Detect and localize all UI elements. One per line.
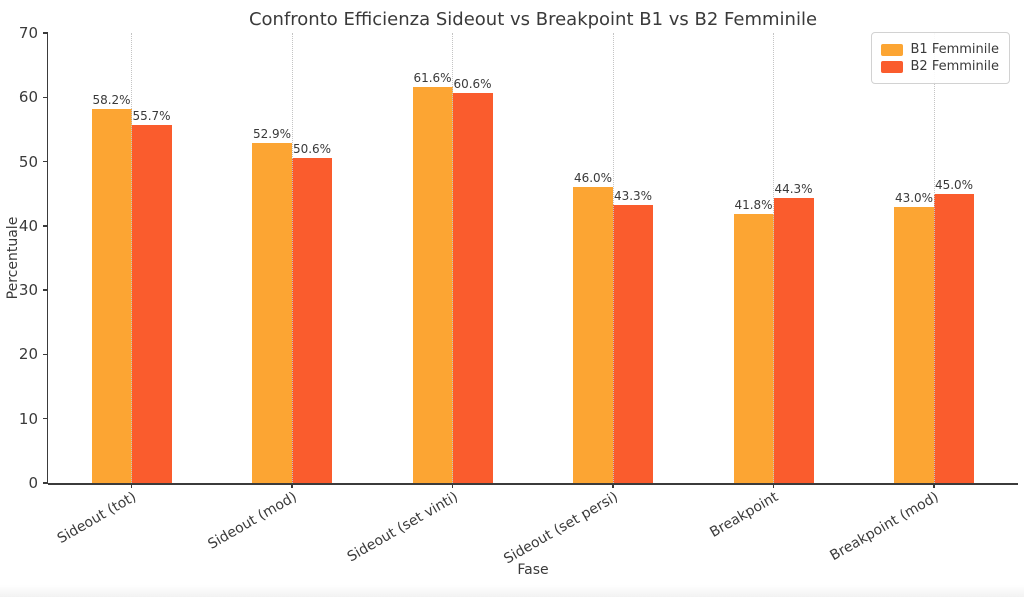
y-tick-mark xyxy=(42,32,48,34)
legend-label: B2 Femminile xyxy=(910,59,1000,74)
y-tick-label: 70 xyxy=(18,24,38,42)
bar-b1-femminile xyxy=(412,87,453,483)
gridline xyxy=(291,33,293,483)
y-tick-label: 10 xyxy=(18,409,38,428)
x-tick-label: Sideout (mod) xyxy=(205,489,300,553)
bar-b2-femminile xyxy=(773,198,814,483)
y-tick-mark xyxy=(42,96,48,99)
x-tick-mark xyxy=(451,483,454,488)
x-tick-label: Sideout (set vinti) xyxy=(344,489,461,566)
bar-value-label: 43.3% xyxy=(613,188,653,203)
legend-item-b2-femminile: B2 Femminile xyxy=(880,59,1000,74)
y-tick-mark xyxy=(42,482,48,484)
y-tick-mark xyxy=(42,289,48,291)
y-tick-label: 0 xyxy=(28,474,38,492)
y-tick-mark xyxy=(42,160,48,163)
window-bottom-edge xyxy=(0,585,1024,597)
x-tick-label: Breakpoint xyxy=(707,489,782,541)
bar-b2-femminile xyxy=(292,157,332,483)
bar-value-label: 46.0% xyxy=(573,171,613,186)
bar-value-label: 61.6% xyxy=(413,71,452,85)
bar-value-label: 60.6% xyxy=(453,77,492,92)
x-tick-mark xyxy=(772,483,775,488)
y-tick-label: 30 xyxy=(18,281,38,300)
y-tick-mark xyxy=(42,353,48,356)
bar-b1-femminile xyxy=(573,187,613,483)
x-tick-mark xyxy=(291,483,293,488)
bar-value-label: 52.9% xyxy=(252,126,292,141)
y-tick-label: 40 xyxy=(18,216,38,235)
legend-item-b1-femminile: B1 Femminile xyxy=(880,42,1000,57)
bar-value-label: 50.6% xyxy=(292,141,332,156)
bar-b1-femminile xyxy=(252,142,292,483)
legend-label: B1 Femminile xyxy=(910,42,1000,57)
bar-b2-femminile xyxy=(452,93,493,483)
legend-swatch-b2-femminile xyxy=(880,60,903,73)
y-tick-label: 20 xyxy=(18,345,38,364)
bar-value-label: 45.0% xyxy=(934,177,974,192)
x-tick-mark xyxy=(130,483,133,488)
x-axis-title: Fase xyxy=(517,562,549,578)
y-tick-label: 60 xyxy=(18,88,38,107)
gridline xyxy=(933,33,935,483)
y-axis-title: Percentuale xyxy=(5,216,21,300)
bar-b1-femminile xyxy=(91,108,132,483)
legend: B1 Femminile B2 Femminile xyxy=(870,32,1010,84)
bar-value-label: 44.3% xyxy=(774,182,813,197)
x-tick-mark xyxy=(933,483,935,488)
gridline xyxy=(131,33,132,483)
y-tick-mark xyxy=(42,225,48,227)
bar-value-label: 41.8% xyxy=(734,198,773,213)
x-tick-label: Sideout (tot) xyxy=(55,489,140,547)
x-tick-label: Sideout (set persi) xyxy=(501,489,621,568)
gridline xyxy=(452,33,453,483)
bar-value-label: 43.0% xyxy=(894,190,934,205)
bar-b1-femminile xyxy=(733,214,774,483)
bar-value-label: 55.7% xyxy=(132,108,171,123)
bar-b2-femminile xyxy=(131,124,172,483)
x-axis-spine xyxy=(48,483,1018,485)
bar-b2-femminile xyxy=(613,204,653,483)
bar-b2-femminile xyxy=(934,193,974,483)
bar-value-label: 58.2% xyxy=(92,92,131,107)
y-tick-label: 50 xyxy=(18,152,38,171)
legend-swatch-b1-femminile xyxy=(880,43,903,56)
gridline xyxy=(612,33,614,483)
gridline xyxy=(773,33,774,483)
y-tick-mark xyxy=(42,417,48,420)
y-axis-spine xyxy=(46,33,48,483)
x-tick-mark xyxy=(612,483,614,488)
x-tick-label: Breakpoint (mod) xyxy=(827,489,942,565)
chart-title: Confronto Efficienza Sideout vs Breakpoi… xyxy=(248,9,818,30)
bar-b1-femminile xyxy=(894,206,934,483)
